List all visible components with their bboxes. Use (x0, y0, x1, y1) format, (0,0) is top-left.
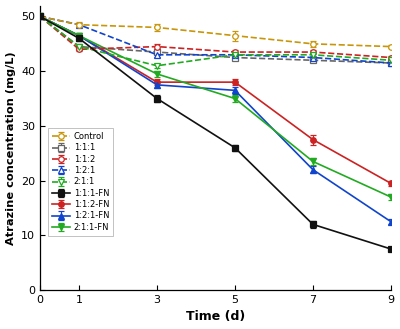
Y-axis label: Atrazine concentration (mg/L): Atrazine concentration (mg/L) (6, 51, 16, 244)
X-axis label: Time (d): Time (d) (186, 311, 245, 323)
Legend: Control, 1:1:1, 1:1:2, 1:2:1, 2:1:1, 1:1:1-FN, 1:1:2-FN, 1:2:1-FN, 2:1:1-FN: Control, 1:1:1, 1:1:2, 1:2:1, 2:1:1, 1:1… (48, 128, 113, 236)
